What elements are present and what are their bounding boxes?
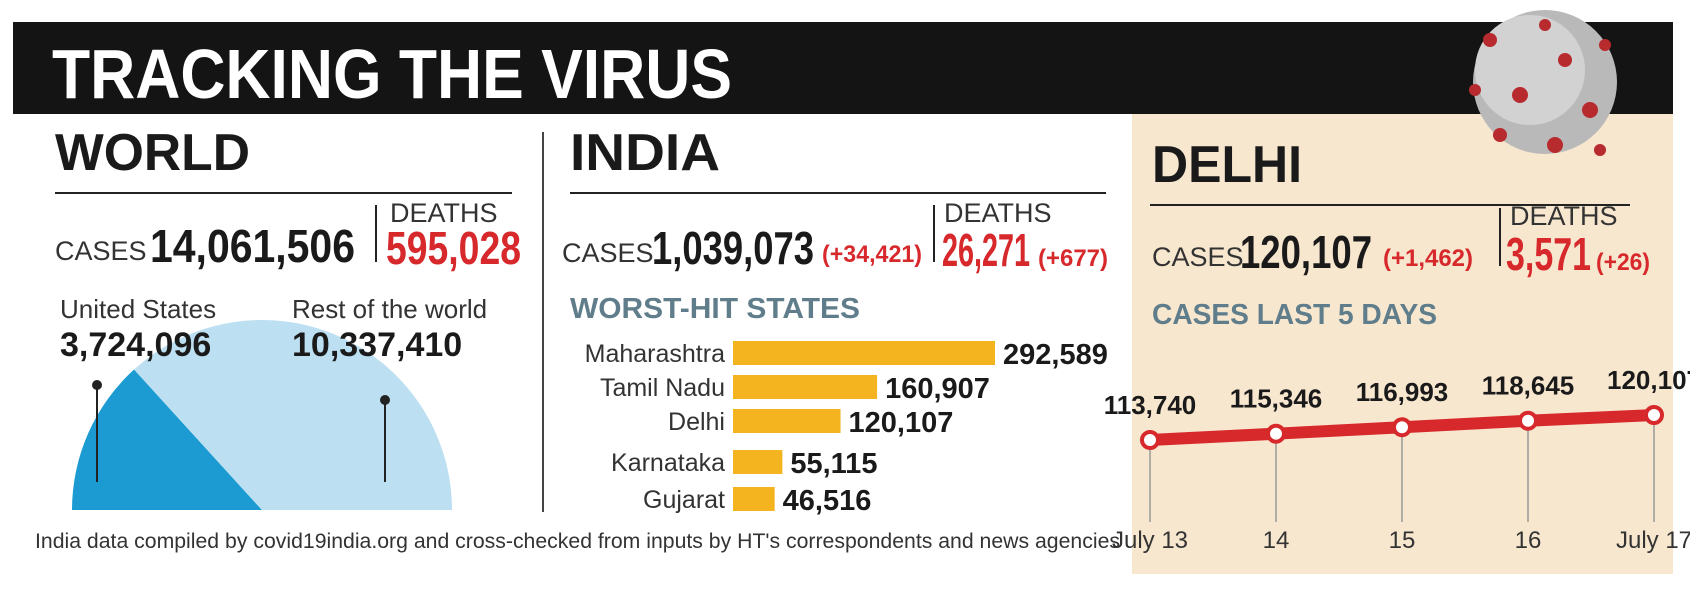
deaths-label: DEATHS [390,198,498,228]
bar-label: Tamil Nadu [600,374,725,402]
bar [733,341,995,365]
header-bar [13,22,1673,114]
point [1644,405,1664,425]
point [1392,417,1412,438]
x-tick-label: July 17 [1616,527,1690,554]
bar [733,450,783,474]
deaths-label: DEATHS [1510,201,1618,231]
deaths-change: (+26) [1596,249,1650,276]
point-value: 118,645 [1482,371,1575,401]
cases-value: 1,039,073 [652,222,814,274]
pointer-dot [380,395,390,405]
cases-label: CASES [55,236,147,266]
bar-value: 46,516 [783,485,872,517]
bar-label: Karnataka [611,449,725,477]
chart-title: CASES LAST 5 DAYS [1152,299,1437,331]
x-tick-label: 16 [1515,527,1542,554]
x-tick-label: 15 [1389,527,1416,554]
cases-change: (+1,462) [1383,245,1473,272]
bar-value: 160,907 [885,373,990,405]
bar-label: Maharashtra [585,340,725,368]
slice-label: Rest of the world [292,294,487,324]
deaths-value: 595,028 [386,222,521,274]
pointer-dot [92,380,102,390]
deaths-value: 3,571 [1506,228,1591,280]
section-heading: WORLD [55,124,250,182]
cases-value: 14,061,506 [150,220,355,272]
point-value: 113,740 [1104,390,1197,420]
x-tick-label: 14 [1263,527,1290,554]
point [1266,423,1286,444]
bar-label: Gujarat [643,486,725,514]
pie-slice [134,320,452,510]
bar-value: 292,589 [1003,339,1108,371]
point [1140,430,1160,450]
bar-value: 120,107 [849,407,954,439]
cases-label: CASES [562,238,654,268]
footnote: India data compiled by covid19india.org … [35,530,1120,553]
point-value: 120,107 [1607,365,1690,395]
bar-label: Delhi [668,408,725,436]
bar [733,409,841,433]
cases-value: 120,107 [1240,226,1372,278]
point-value: 116,993 [1356,377,1449,407]
deaths-value: 26,271 [942,224,1030,276]
slice-value: 10,337,410 [292,326,462,364]
point [1518,410,1538,431]
cases-change: (+34,421) [822,241,922,268]
pie-slice [72,369,262,510]
deaths-label: DEATHS [944,198,1052,228]
deaths-change: (+677) [1038,245,1108,272]
title: TRACKING THE VIRUS [52,35,732,113]
bar [733,375,878,399]
section-heading: INDIA [570,124,720,182]
slice-label: United States [60,294,216,324]
bar-value: 55,115 [790,448,877,480]
cases-label: CASES [1152,242,1244,272]
x-tick-label: July 13 [1112,527,1188,554]
point-value: 115,346 [1230,384,1323,414]
bar [733,487,775,511]
section-heading: DELHI [1152,136,1302,194]
virus-illustration [1469,10,1617,156]
slice-value: 3,724,096 [60,326,211,364]
chart-title: WORST-HIT STATES [570,293,860,325]
